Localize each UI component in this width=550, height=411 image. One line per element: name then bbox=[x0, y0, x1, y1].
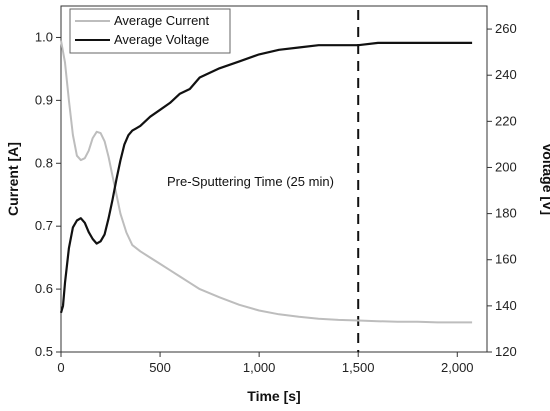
x-tick-label: 500 bbox=[149, 360, 171, 375]
series-line-average-voltage bbox=[59, 41, 473, 314]
pre-sputtering-annotation: Pre-Sputtering Time (25 min) bbox=[167, 174, 334, 189]
left-tick-label: 0.5 bbox=[35, 344, 53, 359]
right-tick-label: 220 bbox=[495, 113, 517, 128]
left-tick-label: 0.6 bbox=[35, 281, 53, 296]
legend-box bbox=[69, 8, 231, 54]
x-axis-title: Time [s] bbox=[247, 388, 300, 404]
plot-frame bbox=[60, 5, 488, 353]
right-axis-ticks: 120 140 160 180 200 220 240 260 bbox=[487, 21, 517, 359]
right-tick-label: 260 bbox=[495, 21, 517, 36]
series-line-average-current bbox=[60, 40, 473, 324]
right-tick-label: 140 bbox=[495, 298, 517, 313]
right-tick-label: 240 bbox=[495, 67, 517, 82]
x-tick-label: 1,000 bbox=[243, 360, 276, 375]
right-tick-label: 200 bbox=[495, 159, 517, 174]
right-tick-label: 180 bbox=[495, 206, 517, 221]
legend-label-average-current: Average Current bbox=[114, 13, 210, 28]
left-tick-label: 0.8 bbox=[35, 155, 53, 170]
left-axis-title: Current [A] bbox=[5, 142, 21, 216]
x-tick-label: 2,000 bbox=[441, 360, 474, 375]
left-tick-label: 1.0 bbox=[35, 29, 53, 44]
legend-label-average-voltage: Average Voltage bbox=[114, 32, 209, 47]
x-tick-label: 1,500 bbox=[342, 360, 375, 375]
right-tick-label: 160 bbox=[495, 252, 517, 267]
series-layer bbox=[59, 40, 473, 324]
legend: Average Current Average Voltage bbox=[69, 8, 231, 54]
x-axis-ticks: 0 500 1,000 1,500 2,000 bbox=[57, 352, 474, 375]
right-tick-label: 120 bbox=[495, 344, 517, 359]
left-tick-label: 0.7 bbox=[35, 218, 53, 233]
left-tick-label: 0.9 bbox=[35, 92, 53, 107]
left-axis-ticks: 0.5 0.6 0.7 0.8 0.9 1.0 bbox=[35, 29, 61, 359]
right-axis-title: Voltage [V] bbox=[540, 143, 550, 215]
x-tick-label: 0 bbox=[57, 360, 64, 375]
